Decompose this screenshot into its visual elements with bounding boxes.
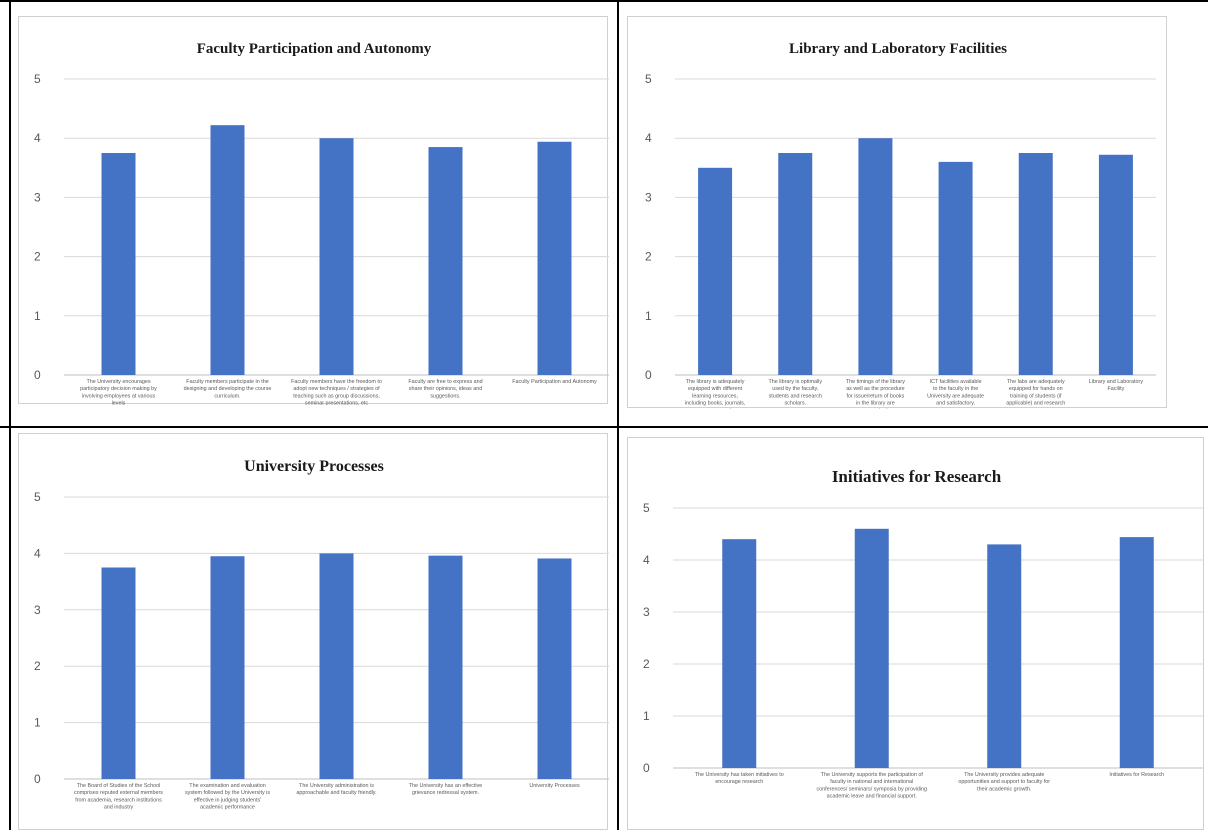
bar: [1018, 153, 1053, 375]
category-label: Faculty members participate in the design…: [184, 379, 272, 399]
y-tick-label: 3: [34, 603, 41, 617]
y-tick-label: 0: [645, 368, 652, 382]
y-tick-label: 4: [34, 546, 41, 560]
bar: [537, 141, 572, 375]
y-tick-label: 1: [34, 716, 41, 730]
bar: [778, 153, 813, 375]
y-tick-label: 1: [645, 309, 652, 323]
bar: [858, 138, 893, 375]
bar: [698, 167, 733, 375]
chart-panel-library-facilities: Library and Laboratory Facilities 0 1 2 3 4 5 T…: [627, 16, 1167, 409]
y-tick-label: 0: [34, 368, 41, 382]
category-label: The University has an effective grievance…: [409, 783, 483, 796]
bar: [938, 161, 973, 375]
bar: [319, 138, 354, 375]
category-label: The University administration is approach…: [296, 783, 376, 796]
category-label: The library is optimally used by the facu…: [768, 379, 822, 407]
y-tick-label: 2: [34, 659, 41, 673]
chart-university-processes: University Processes 0 1 2 3 4 5 The Board of S…: [34, 458, 609, 811]
category-label: ICT facilities available to the faculty i…: [927, 379, 984, 407]
category-label: The University supports the participatio…: [816, 772, 927, 800]
category-label: The library is adequately equipped with d…: [685, 379, 746, 409]
chart-initiatives-research: Initiatives for Research 0 1 2 3 4 5 The Univer…: [643, 467, 1203, 800]
table-border-center: [617, 0, 619, 830]
category-label: Initiatives for Research: [1109, 772, 1164, 778]
chart-faculty-participation: Faculty Participation and Autonomy 0 1 2 3 4 5…: [34, 41, 609, 405]
y-tick-label: 2: [34, 250, 41, 264]
y-tick-label: 4: [643, 553, 650, 567]
y-tick-label: 3: [643, 605, 650, 619]
bar: [987, 544, 1022, 768]
chart-panel-faculty-participation: Faculty Participation and Autonomy 0 1 2 3 4 5…: [18, 16, 609, 405]
category-label: The examination and evaluation system fol…: [185, 783, 270, 811]
bar: [1098, 154, 1133, 375]
chart-title: Library and Laboratory Facilities: [789, 41, 1007, 57]
chart-title: Faculty Participation and Autonomy: [197, 41, 432, 57]
y-tick-label: 5: [645, 72, 652, 86]
category-label: The University has taken initiatives to e…: [695, 772, 784, 785]
y-tick-label: 3: [34, 190, 41, 204]
category-label: The timings of the library as well as the…: [846, 379, 905, 409]
y-tick-label: 1: [643, 709, 650, 723]
y-tick-label: 2: [643, 657, 650, 671]
y-tick-label: 5: [34, 490, 41, 504]
y-tick-label: 0: [34, 772, 41, 786]
y-tick-label: 4: [34, 131, 41, 145]
bar: [1119, 537, 1154, 768]
table-border-left: [9, 0, 11, 830]
table-border-top: [0, 0, 1208, 2]
category-label: University Processes: [529, 783, 580, 789]
category-label: Faculty Participation and Autonomy: [512, 379, 597, 385]
y-tick-label: 1: [34, 309, 41, 323]
category-label: Faculty members have the freedom to adopt…: [291, 379, 382, 405]
bar: [210, 556, 245, 779]
bar: [537, 558, 572, 779]
category-label: Library and Laboratory Facility: [1089, 379, 1144, 392]
y-tick-label: 2: [645, 250, 652, 264]
chart-title: Initiatives for Research: [832, 467, 1002, 486]
y-tick-label: 0: [643, 761, 650, 775]
category-label: Faculty are free to express and share the…: [408, 379, 482, 399]
bar: [210, 125, 245, 376]
bar: [101, 567, 136, 779]
y-tick-label: 4: [645, 131, 652, 145]
bar: [722, 539, 757, 768]
category-label: The University provides adequate opportun…: [958, 772, 1050, 792]
table-border-middle: [0, 426, 1208, 428]
category-label: The University encourages participatory d…: [80, 379, 157, 405]
bar: [319, 553, 354, 779]
bar: [101, 153, 136, 375]
y-tick-label: 3: [645, 190, 652, 204]
category-label: The Board of Studies of the School compri…: [74, 783, 163, 811]
chart-panel-initiatives-research: Initiatives for Research 0 1 2 3 4 5 The Univer…: [627, 437, 1204, 830]
category-label: The labs are adequately equipped for hand…: [1006, 379, 1065, 407]
y-tick-label: 5: [643, 501, 650, 515]
bar: [428, 147, 463, 375]
bar: [428, 555, 463, 779]
chart-title: University Processes: [244, 458, 384, 475]
bar: [854, 528, 889, 768]
y-tick-label: 5: [34, 72, 41, 86]
chart-library-facilities: Library and Laboratory Facilities 0 1 2 3 4 5 T…: [645, 41, 1156, 409]
chart-panel-university-processes: University Processes 0 1 2 3 4 5 The Board of S…: [18, 433, 609, 830]
